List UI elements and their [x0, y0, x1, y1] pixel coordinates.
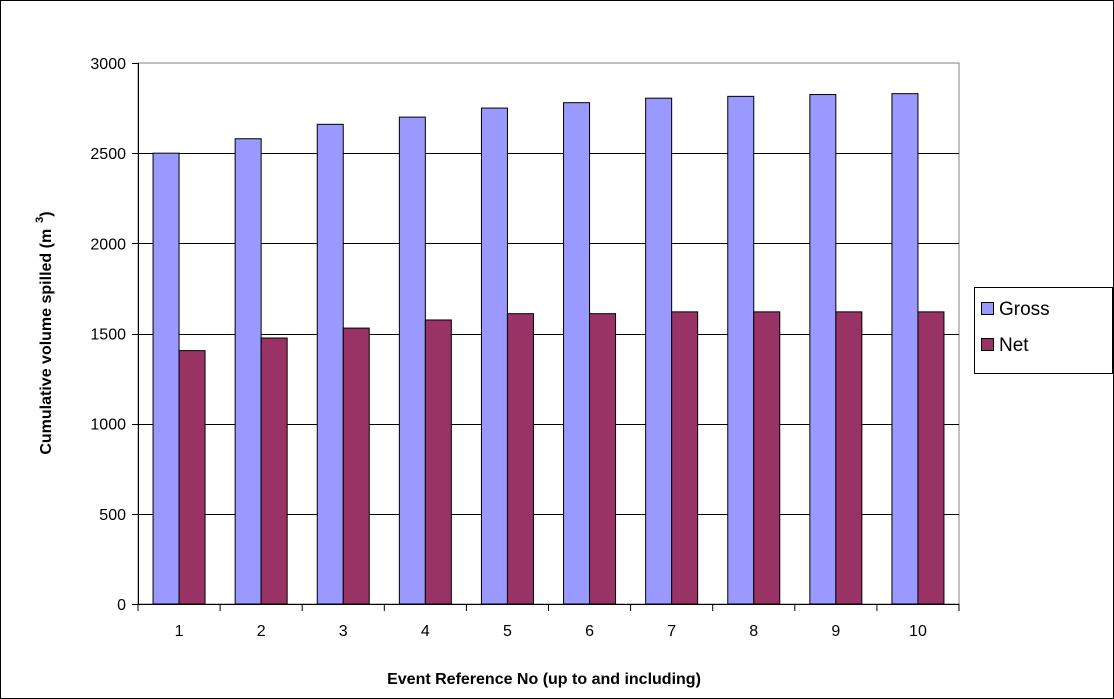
legend-label-net: Net	[999, 335, 1029, 356]
legend-swatch-net	[981, 338, 994, 351]
bar-net	[506, 313, 534, 605]
x-tick-label: 4	[421, 623, 430, 640]
bar-net	[424, 319, 452, 605]
y-tick-label: 500	[99, 507, 126, 524]
plot-area: 0 500 1000 1500 2000 2500 3000 1 2 3 4 5 6 7 8 9 10	[90, 56, 960, 640]
bar-gross	[480, 107, 508, 605]
bar-gross	[234, 138, 262, 605]
axes	[132, 63, 960, 611]
bar-gross	[316, 123, 344, 605]
y-axis-title-superscript: 3	[34, 217, 46, 223]
x-tick-label: 1	[175, 623, 184, 640]
x-tick-label: 8	[749, 623, 758, 640]
y-axis-title: Cumulative volume spilled (m 3)	[34, 211, 55, 454]
bar-net	[917, 311, 945, 605]
legend: Gross Net	[974, 287, 1113, 374]
legend-label-gross: Gross	[999, 299, 1050, 320]
bar-gross	[563, 102, 591, 605]
bar-net	[342, 327, 370, 605]
x-tick-label: 9	[831, 623, 840, 640]
y-tick-label: 0	[117, 597, 126, 614]
y-tick-label: 1000	[90, 417, 126, 434]
x-tick-label: 2	[257, 623, 266, 640]
bar-net	[178, 350, 206, 605]
y-tick-labels: 0 500 1000 1500 2000 2500 3000	[90, 56, 126, 614]
bar-net	[671, 311, 699, 605]
y-tick-label: 2000	[90, 236, 126, 253]
legend-swatch-gross	[981, 302, 994, 315]
y-tick-label: 3000	[90, 56, 126, 73]
bar-net	[835, 311, 863, 605]
y-axis-title-close: )	[38, 211, 55, 216]
bar-gross	[891, 93, 919, 605]
y-tick-label: 2500	[90, 146, 126, 163]
x-tick-labels: 1 2 3 4 5 6 7 8 9 10	[175, 623, 927, 640]
x-tick-label: 3	[339, 623, 348, 640]
bar-net	[753, 311, 781, 605]
x-tick-label: 5	[503, 623, 512, 640]
bar-gross	[809, 94, 837, 605]
bar-gross	[645, 97, 673, 605]
bar-gross	[152, 152, 180, 605]
bar-net	[589, 313, 617, 605]
y-axis-title-text: Cumulative volume spilled (m	[38, 229, 55, 455]
bars	[152, 93, 945, 605]
x-tick-label: 10	[909, 623, 927, 640]
bar-gross	[398, 116, 426, 605]
x-axis-title: Event Reference No (up to and including)	[387, 671, 701, 688]
bar-net	[260, 337, 288, 605]
legend-box	[974, 287, 1113, 374]
x-tick-label: 6	[585, 623, 594, 640]
bar-gross	[727, 95, 755, 605]
y-tick-label: 1500	[90, 327, 126, 344]
x-tick-label: 7	[667, 623, 676, 640]
